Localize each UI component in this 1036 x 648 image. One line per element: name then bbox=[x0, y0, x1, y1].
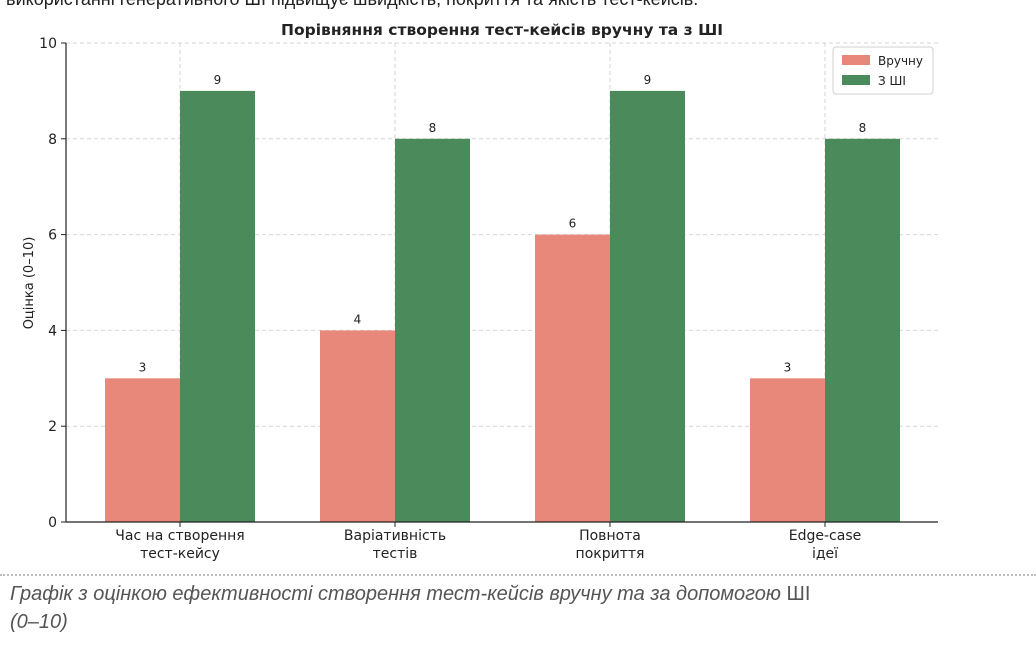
axes: 0 2 4 6 8 10 Час на створення тест-кейсу Варіати… bbox=[39, 36, 938, 562]
bar-manual bbox=[535, 234, 610, 522]
preceding-paragraph-text: використанні генеративного ШІ підвищує ш… bbox=[6, 0, 698, 10]
legend-label: Вручну bbox=[878, 54, 923, 68]
y-tick-label: 0 bbox=[48, 515, 57, 531]
bar-ai bbox=[180, 90, 255, 523]
bar-value-label: 8 bbox=[429, 121, 437, 135]
bar-manual bbox=[750, 378, 825, 522]
figure-caption: Графік з оцінкою ефективності створення … bbox=[10, 580, 970, 636]
chart-title: Порівняння створення тест-кейсів вручну … bbox=[281, 21, 723, 39]
bar-value-label: 9 bbox=[644, 73, 652, 87]
x-tick-label: Повнота bbox=[579, 528, 641, 544]
bars bbox=[105, 90, 900, 523]
x-tick-label: Час на створення bbox=[115, 528, 244, 544]
y-tick-label: 10 bbox=[39, 36, 57, 52]
legend-swatch bbox=[842, 75, 870, 85]
legend: Вручну З ШІ bbox=[832, 46, 934, 95]
x-tick-label: покриття bbox=[576, 546, 645, 562]
bar-value-label: 9 bbox=[214, 73, 222, 87]
x-tick-label: тестів bbox=[373, 546, 418, 562]
y-tick-label: 6 bbox=[48, 228, 57, 244]
y-tick-label: 2 bbox=[48, 419, 57, 435]
bar-ai bbox=[395, 138, 470, 523]
y-axis-label: Оцінка (0–10) bbox=[22, 237, 37, 330]
caption-normal: ШІ bbox=[786, 583, 811, 605]
legend-swatch bbox=[842, 55, 870, 65]
bar-value-label: 3 bbox=[139, 360, 147, 374]
bar-value-label: 8 bbox=[859, 121, 867, 135]
x-tick-label: Edge-case bbox=[789, 528, 861, 544]
caption-italic-range: (0–10) bbox=[10, 611, 68, 633]
bar-ai bbox=[610, 90, 685, 523]
bar-ai bbox=[825, 138, 900, 523]
bar-chart: 3 4 6 3 9 8 9 8 0 2 4 6 8 10 Час на створення тест-кей… bbox=[22, 21, 938, 562]
y-tick-label: 8 bbox=[48, 132, 57, 148]
bar-manual bbox=[320, 330, 395, 522]
x-tick-label: Варіативність bbox=[344, 528, 446, 544]
value-labels: 3 4 6 3 9 8 9 8 bbox=[139, 73, 867, 374]
x-tick-label: ідеї bbox=[812, 546, 838, 562]
x-tick-label: тест-кейсу bbox=[140, 546, 220, 562]
y-tick-label: 4 bbox=[48, 323, 57, 339]
bar-value-label: 4 bbox=[354, 312, 362, 326]
caption-italic: Графік з оцінкою ефективності створення … bbox=[10, 583, 787, 605]
bar-value-label: 3 bbox=[784, 360, 792, 374]
bar-value-label: 6 bbox=[569, 217, 577, 231]
legend-label: З ШІ bbox=[878, 74, 906, 88]
caption-divider bbox=[0, 574, 1036, 576]
bar-manual bbox=[105, 378, 180, 522]
